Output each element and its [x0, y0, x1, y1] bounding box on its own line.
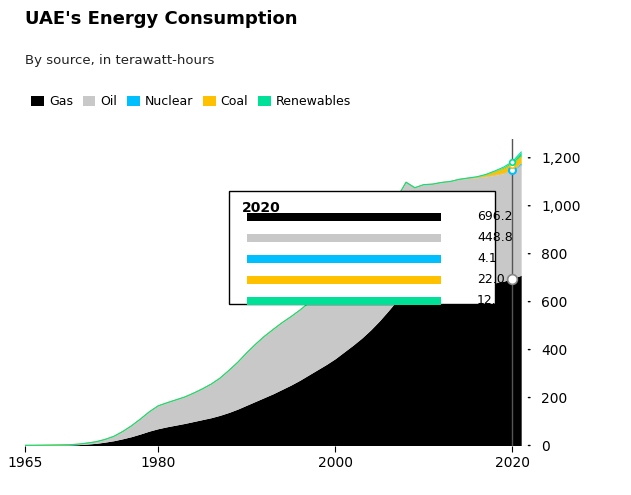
Text: 22.0: 22.0 — [477, 273, 505, 286]
Legend: Gas, Oil, Nuclear, Coal, Renewables: Gas, Oil, Nuclear, Coal, Renewables — [32, 96, 351, 108]
FancyBboxPatch shape — [247, 276, 442, 284]
Text: 696.2: 696.2 — [477, 210, 512, 223]
FancyBboxPatch shape — [247, 234, 442, 242]
Text: 2020: 2020 — [242, 201, 281, 215]
FancyBboxPatch shape — [247, 297, 442, 305]
Text: 12.0: 12.0 — [477, 294, 505, 307]
FancyBboxPatch shape — [229, 192, 495, 304]
Text: 448.8: 448.8 — [477, 231, 512, 244]
Text: 4.1: 4.1 — [477, 252, 497, 265]
FancyBboxPatch shape — [247, 213, 442, 221]
FancyBboxPatch shape — [247, 254, 442, 263]
Text: UAE's Energy Consumption: UAE's Energy Consumption — [25, 10, 298, 28]
Text: By source, in terawatt-hours: By source, in terawatt-hours — [25, 54, 215, 67]
